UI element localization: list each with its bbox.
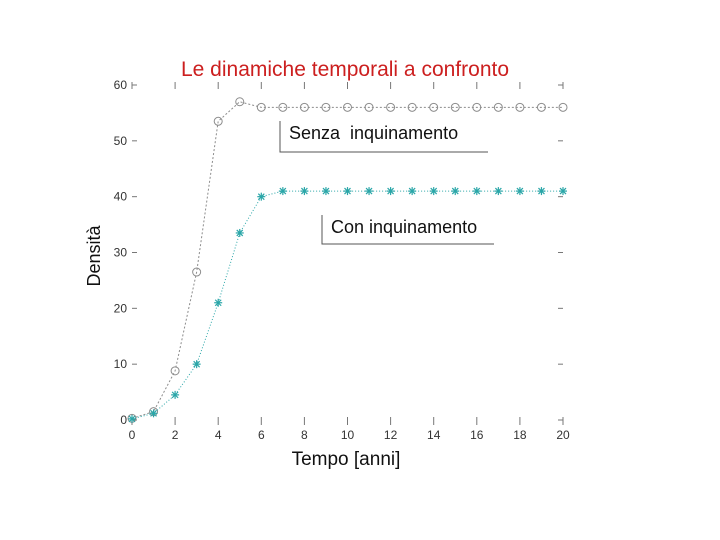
x-tick-label: 6 [258, 428, 265, 442]
x-axis-label: Tempo [anni] [292, 449, 401, 470]
data-point [300, 187, 309, 196]
data-point [493, 102, 503, 112]
x-tick-label: 12 [384, 428, 398, 442]
star-stroke [150, 409, 157, 417]
data-point [472, 102, 482, 112]
x-tick-label: 20 [556, 428, 570, 442]
star-stroke [538, 187, 545, 195]
star-stroke [473, 187, 481, 195]
data-point [386, 187, 395, 196]
star-stroke [451, 187, 459, 195]
x-tick-label: 14 [427, 428, 441, 442]
star-stroke [236, 229, 244, 237]
x-tick-label: 4 [215, 428, 222, 442]
annotation-bracket-con [321, 215, 494, 245]
data-point [429, 102, 439, 112]
star-stroke [279, 187, 287, 195]
star-stroke [171, 391, 179, 399]
star-stroke [322, 187, 330, 195]
star-stroke [494, 187, 502, 195]
data-point [537, 187, 546, 196]
y-tick-label: 20 [114, 301, 128, 315]
data-point [472, 187, 481, 196]
data-point [235, 97, 245, 107]
data-point [278, 102, 288, 112]
data-point [451, 187, 460, 196]
star-stroke [300, 187, 308, 195]
star-stroke [365, 187, 373, 195]
x-tick-label: 2 [172, 428, 179, 442]
star-stroke [193, 360, 201, 368]
data-point [213, 116, 223, 126]
annotations-group: Senza inquinamento Con inquinamento [279, 121, 494, 245]
y-tick-label: 50 [114, 134, 128, 148]
data-point [343, 102, 352, 112]
annotation-senza-inquinamento: Senza inquinamento [289, 123, 458, 143]
y-tick-label: 30 [114, 246, 128, 260]
data-point [343, 187, 352, 196]
data-point [192, 267, 202, 277]
data-point [515, 102, 525, 112]
data-point [149, 409, 158, 418]
data-point [365, 187, 374, 196]
x-tick-label: 18 [513, 428, 527, 442]
data-point [536, 102, 546, 112]
data-point [559, 187, 567, 196]
data-point [321, 102, 331, 112]
data-point [257, 192, 266, 201]
y-tick-label: 60 [114, 78, 128, 92]
data-point [256, 102, 266, 112]
series-0 [127, 97, 568, 423]
data-point [364, 102, 374, 112]
series-line [131, 101, 563, 419]
data-point [192, 360, 201, 369]
data-point [429, 187, 438, 196]
y-axis-label: Densità [84, 224, 104, 286]
data-point [408, 187, 417, 196]
star-stroke [214, 299, 222, 307]
data-point [321, 187, 330, 196]
star-stroke [430, 187, 438, 195]
y-tick-label: 40 [114, 190, 128, 204]
data-point [170, 366, 180, 376]
data-point [299, 102, 309, 112]
x-tick-label: 16 [470, 428, 484, 442]
annotation-con-inquinamento: Con inquinamento [331, 217, 477, 237]
x-tick-label: 0 [129, 428, 136, 442]
data-point [278, 187, 287, 196]
data-point [171, 390, 180, 399]
x-tick-label: 8 [301, 428, 308, 442]
star-stroke [128, 415, 136, 423]
star-stroke [344, 187, 351, 195]
data-point [128, 414, 136, 423]
axes-group: 0 2 4 6 8 10 12 14 16 18 20 0 10 20 30 40 50 60 [114, 78, 570, 442]
data-point [407, 102, 417, 112]
data-point [515, 187, 524, 196]
series-group [127, 97, 568, 423]
y-tick-label: 10 [114, 357, 128, 371]
star-stroke [387, 187, 395, 195]
star-stroke [408, 187, 416, 195]
star-stroke [516, 187, 524, 195]
y-tick-label: 0 [120, 413, 127, 427]
star-stroke [257, 193, 265, 201]
series-1 [128, 187, 567, 423]
data-point [558, 102, 568, 112]
chart-title: Le dinamiche temporali a confronto [181, 58, 509, 81]
annotation-bracket-senza [279, 121, 488, 153]
data-point [214, 298, 223, 307]
data-point [386, 102, 396, 112]
x-tick-label: 10 [341, 428, 355, 442]
data-point [494, 187, 503, 196]
data-point [235, 228, 244, 237]
data-point [450, 102, 460, 112]
star-stroke [559, 187, 567, 195]
